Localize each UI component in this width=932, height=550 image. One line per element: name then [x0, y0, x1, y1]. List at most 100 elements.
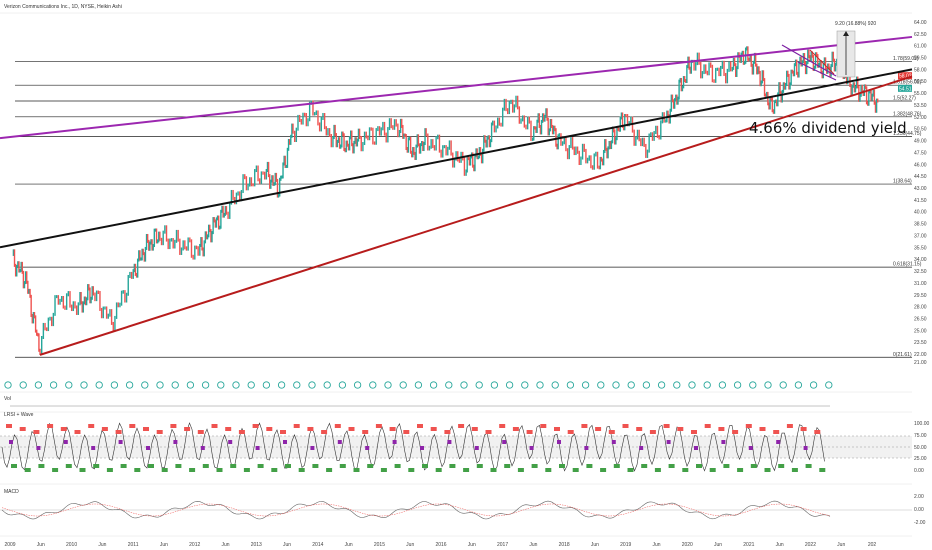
price-candle	[421, 141, 423, 147]
dividend-event-icon[interactable]	[277, 381, 286, 389]
price-candle	[845, 75, 848, 85]
price-candle	[790, 69, 792, 86]
dividend-event-icon[interactable]	[718, 381, 727, 389]
price-candle	[578, 150, 580, 166]
price-candle	[606, 147, 608, 159]
rsi-buy-marker	[435, 468, 442, 472]
dividend-event-icon[interactable]	[217, 381, 225, 389]
price-candle	[620, 112, 623, 120]
dividend-event-icon[interactable]	[247, 381, 255, 389]
dividend-event-icon[interactable]	[703, 381, 711, 389]
y-tick-label: 62.50	[914, 32, 927, 38]
dividend-event-icon[interactable]	[733, 381, 742, 389]
dividend-event-icon[interactable]	[642, 381, 651, 389]
dividend-event-icon[interactable]	[521, 381, 529, 389]
price-candle	[214, 219, 217, 228]
dividend-event-icon[interactable]	[612, 381, 620, 389]
dividend-event-icon[interactable]	[80, 381, 88, 389]
price-candle	[344, 147, 346, 153]
dividend-event-icon[interactable]	[384, 381, 392, 389]
rsi-buy-marker	[791, 468, 798, 472]
rsi-sell-marker	[540, 424, 547, 428]
dividend-event-icon[interactable]	[34, 381, 43, 389]
dividend-event-icon[interactable]	[19, 381, 27, 389]
dividend-event-icon[interactable]	[688, 381, 696, 389]
rsi-buy-marker	[668, 464, 675, 468]
price-candle	[155, 228, 158, 244]
price-candle	[595, 151, 597, 157]
rsi-buy-marker	[93, 464, 100, 468]
rsi-buy-marker	[312, 464, 319, 468]
price-candle	[550, 118, 553, 128]
rsi-sell-marker	[745, 424, 752, 428]
dividend-event-icon[interactable]	[779, 381, 787, 389]
dividend-event-icon[interactable]	[581, 381, 590, 389]
price-candle	[269, 174, 271, 189]
dividend-event-icon[interactable]	[4, 381, 12, 389]
dividend-event-icon[interactable]	[764, 381, 772, 389]
price-candle	[41, 336, 43, 355]
price-candle	[729, 61, 732, 72]
dividend-event-icon[interactable]	[141, 381, 149, 389]
price-candle	[483, 135, 485, 152]
price-candle	[232, 189, 234, 200]
x-tick-label: 2016	[435, 542, 446, 548]
dividend-event-icon[interactable]	[262, 381, 271, 389]
dividend-event-icon[interactable]	[232, 381, 240, 389]
price-candle	[408, 136, 411, 141]
dividend-event-icon[interactable]	[308, 381, 316, 389]
price-candle	[107, 313, 109, 319]
dividend-event-icon[interactable]	[460, 381, 468, 389]
dividend-event-icon[interactable]	[353, 381, 362, 389]
dividend-event-icon[interactable]	[490, 381, 499, 389]
rsi-buy-marker	[175, 464, 182, 468]
price-candle	[811, 51, 813, 58]
price-candle	[813, 65, 816, 71]
dividend-event-icon[interactable]	[429, 381, 438, 389]
dividend-event-icon[interactable]	[825, 381, 833, 389]
dividend-event-icon[interactable]	[338, 381, 347, 389]
dividend-event-icon[interactable]	[323, 381, 331, 389]
dividend-event-icon[interactable]	[414, 381, 423, 389]
rsi-sell-marker	[636, 427, 643, 431]
dividend-event-icon[interactable]	[809, 381, 818, 389]
dividend-event-icon[interactable]	[110, 381, 119, 389]
dividend-event-icon[interactable]	[156, 381, 164, 389]
price-candle	[184, 240, 186, 250]
dividend-event-icon[interactable]	[749, 381, 757, 389]
dividend-event-icon[interactable]	[627, 381, 635, 389]
dividend-event-icon[interactable]	[65, 381, 73, 389]
price-candle	[159, 231, 161, 241]
dividend-event-icon[interactable]	[597, 381, 605, 389]
rsi-wave-marker	[118, 440, 123, 444]
dividend-event-icon[interactable]	[551, 381, 559, 389]
dividend-event-icon[interactable]	[399, 381, 407, 389]
rsi-buy-marker	[750, 464, 757, 468]
dividend-event-icon[interactable]	[445, 381, 453, 389]
price-candle	[189, 237, 191, 243]
dividend-event-icon[interactable]	[673, 381, 681, 389]
price-candle	[534, 126, 536, 130]
events-row	[4, 381, 833, 389]
dividend-event-icon[interactable]	[475, 381, 483, 389]
dividend-event-icon[interactable]	[369, 381, 377, 389]
dividend-event-icon[interactable]	[125, 381, 134, 389]
dividend-event-icon[interactable]	[201, 381, 210, 389]
dividend-event-icon[interactable]	[186, 381, 195, 389]
dividend-event-icon[interactable]	[49, 381, 58, 389]
rsi-sell-marker	[129, 424, 136, 428]
price-label-badge	[898, 72, 912, 80]
dividend-event-icon[interactable]	[171, 381, 179, 389]
dividend-event-icon[interactable]	[505, 381, 514, 389]
dividend-event-icon[interactable]	[95, 381, 103, 389]
dividend-event-icon[interactable]	[536, 381, 544, 389]
y-tick-label: 23.50	[914, 340, 927, 346]
trendlines	[0, 35, 913, 356]
y-tick-label: 59.50	[914, 56, 927, 62]
dividend-event-icon[interactable]	[566, 381, 575, 389]
dividend-event-icon[interactable]	[794, 381, 803, 389]
price-candle	[69, 291, 71, 308]
dividend-event-icon[interactable]	[293, 381, 301, 389]
dividend-event-icon[interactable]	[657, 381, 666, 389]
